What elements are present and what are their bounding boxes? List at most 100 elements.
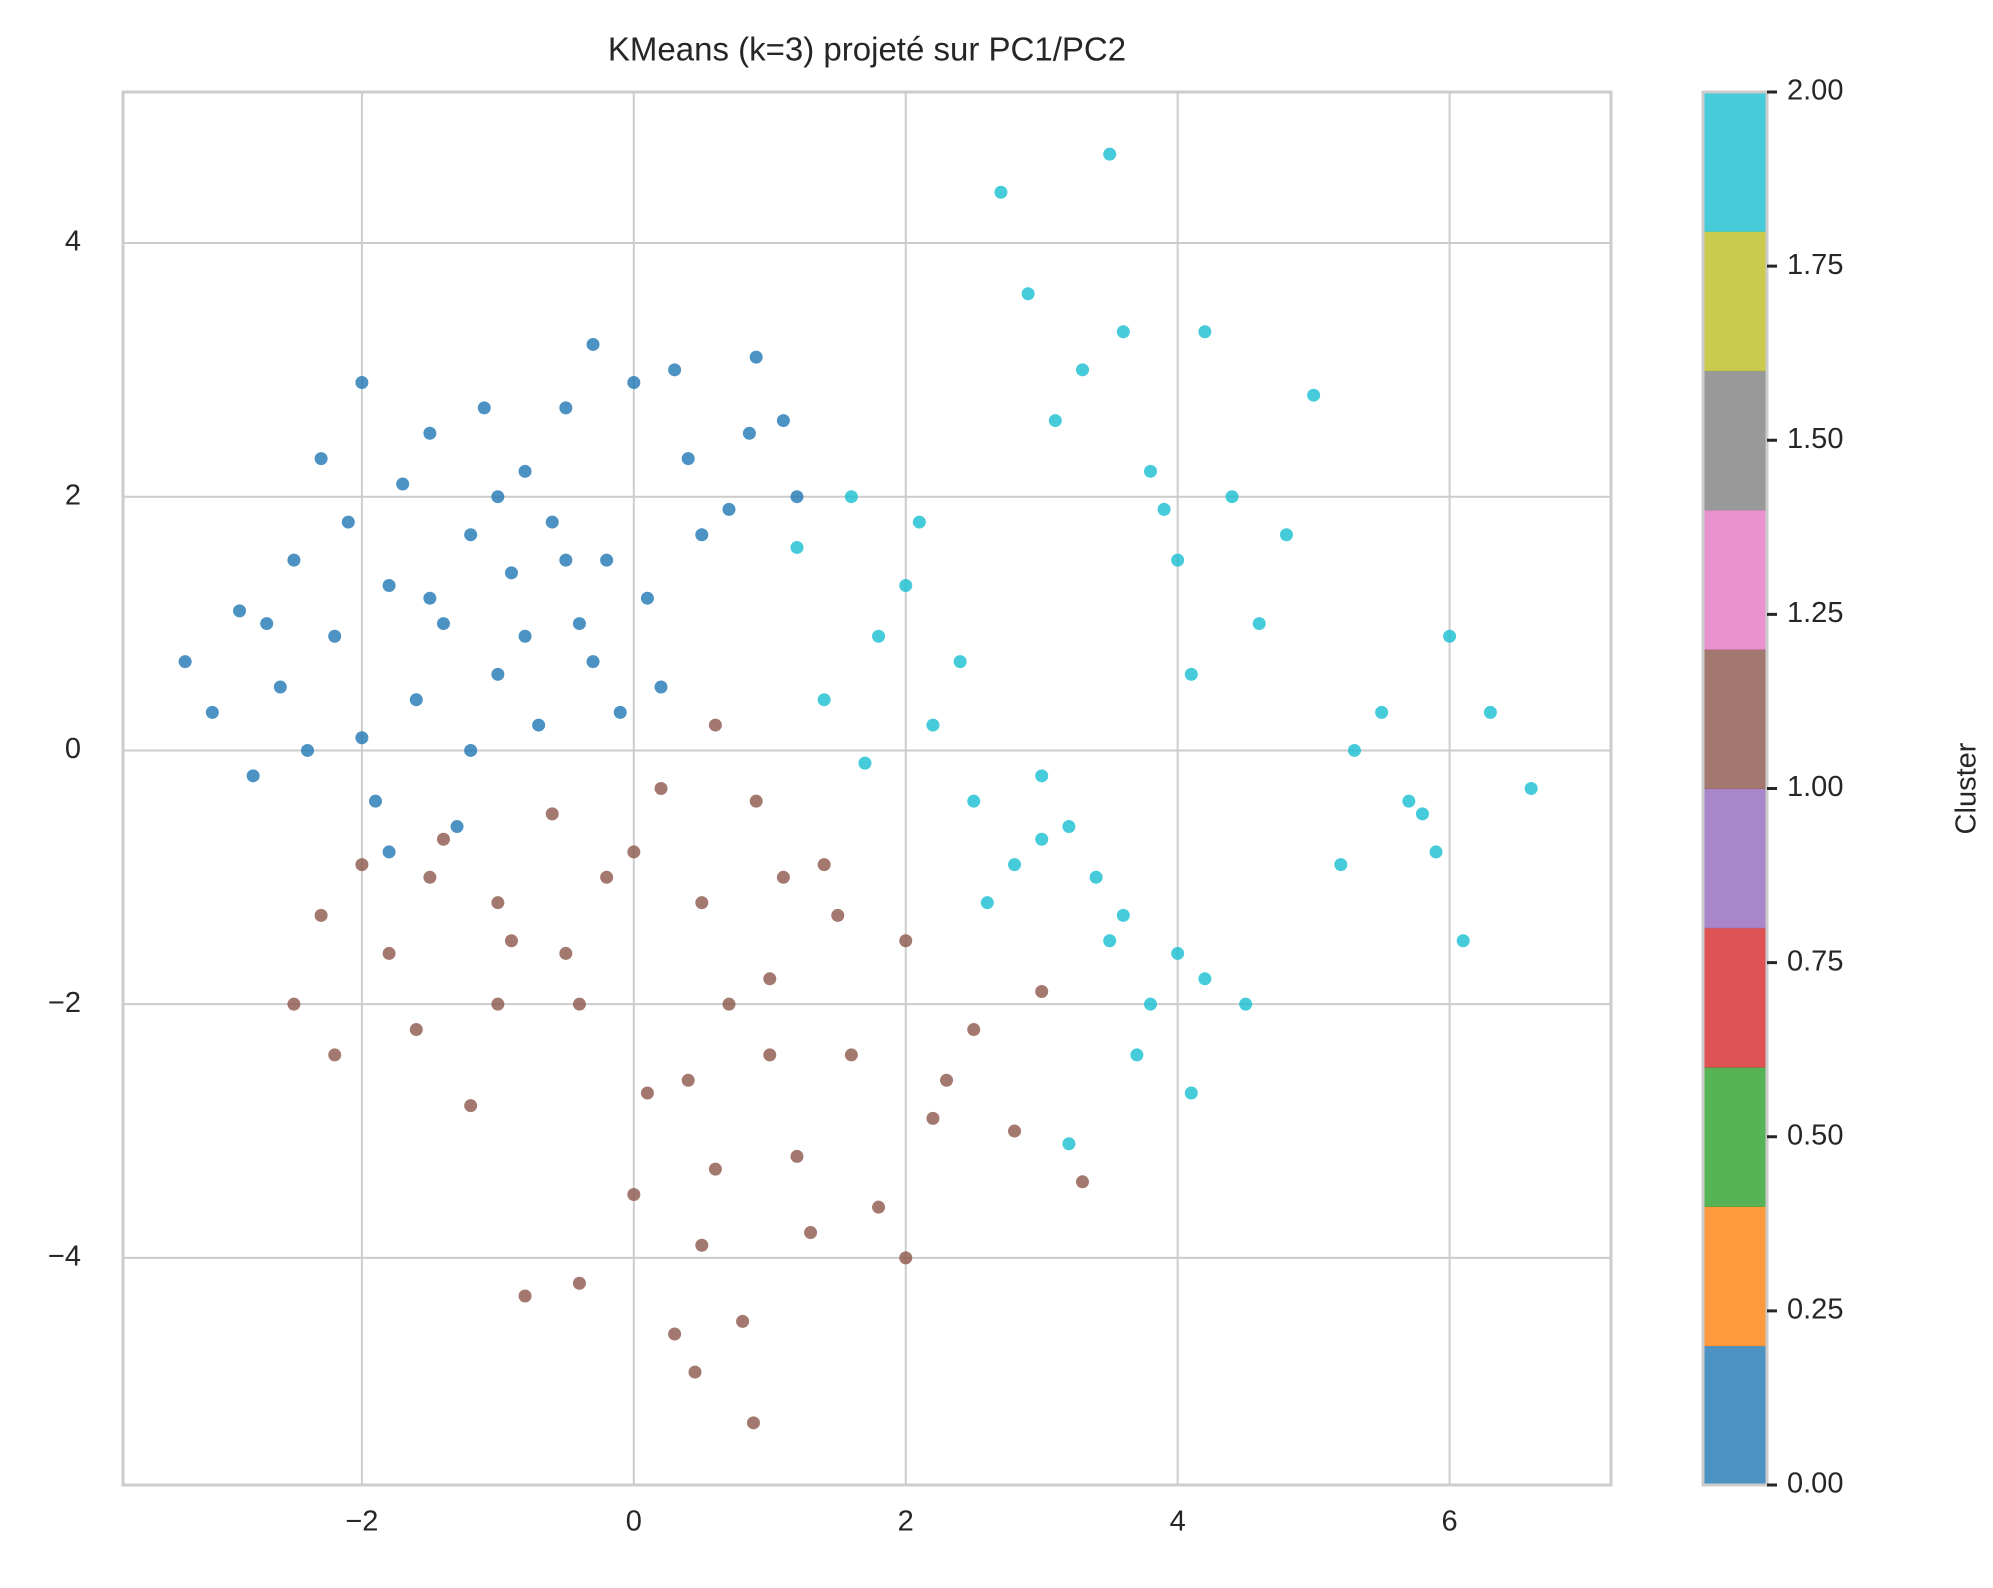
point — [790, 490, 804, 504]
point — [1062, 820, 1076, 834]
y-tick-label: −2 — [48, 987, 81, 1019]
colorbar-segment — [1703, 1067, 1767, 1207]
point — [314, 908, 328, 922]
point — [464, 1099, 478, 1113]
point — [831, 908, 845, 922]
point — [1035, 769, 1049, 783]
point — [746, 1416, 760, 1430]
point — [464, 743, 478, 757]
point — [695, 1238, 709, 1252]
x-tick-label: 0 — [626, 1506, 642, 1538]
point — [355, 376, 369, 390]
point — [423, 426, 437, 440]
point — [1334, 858, 1348, 872]
point — [504, 934, 518, 948]
point — [926, 1111, 940, 1125]
point — [994, 185, 1008, 199]
point — [1402, 794, 1416, 808]
point — [273, 680, 287, 694]
colorbar-tick-label: 1.25 — [1787, 597, 1843, 629]
colorbar-tick-label: 0.75 — [1787, 945, 1843, 977]
point — [708, 1162, 722, 1176]
point — [450, 820, 464, 834]
point — [396, 477, 410, 491]
point — [613, 705, 627, 719]
y-tick-label: −4 — [48, 1241, 81, 1273]
point — [423, 591, 437, 605]
point — [1429, 845, 1443, 859]
point — [1076, 1175, 1090, 1189]
point — [491, 896, 505, 910]
point — [1048, 414, 1062, 428]
point — [586, 655, 600, 669]
point — [436, 832, 450, 846]
point — [1076, 363, 1090, 377]
point — [627, 1187, 641, 1201]
colorbar-segment — [1703, 92, 1767, 232]
point — [1375, 705, 1389, 719]
point — [1089, 870, 1103, 884]
colorbar-tick-label: 0.50 — [1787, 1119, 1843, 1151]
point — [858, 756, 872, 770]
x-tick-label: 2 — [898, 1506, 914, 1538]
colorbar-segment — [1703, 509, 1767, 650]
point — [872, 1200, 886, 1214]
point — [926, 718, 940, 732]
point — [1143, 997, 1157, 1011]
point — [844, 490, 858, 504]
point — [1130, 1048, 1144, 1062]
point — [763, 972, 777, 986]
point — [518, 629, 532, 643]
point — [627, 376, 641, 390]
colorbar-tick-label: 2.00 — [1787, 75, 1843, 107]
point — [436, 617, 450, 631]
point — [1021, 287, 1035, 301]
x-tick-label: 6 — [1442, 1506, 1458, 1538]
point — [688, 1365, 702, 1379]
point — [1035, 832, 1049, 846]
point — [1184, 667, 1198, 681]
point — [600, 870, 614, 884]
point — [559, 553, 573, 567]
point — [341, 515, 355, 529]
point — [722, 997, 736, 1011]
point — [1143, 464, 1157, 478]
point — [491, 667, 505, 681]
point — [491, 997, 505, 1011]
chart-title: KMeans (k=3) projeté sur PC1/PC2 — [608, 31, 1126, 68]
point — [1184, 1086, 1198, 1100]
point — [382, 579, 396, 593]
point — [1008, 1124, 1022, 1138]
point — [1347, 743, 1361, 757]
point — [545, 807, 559, 821]
point — [681, 452, 695, 466]
point — [654, 782, 668, 795]
point — [328, 1048, 342, 1062]
point — [1103, 147, 1117, 161]
point — [368, 794, 382, 808]
point — [1279, 528, 1293, 542]
point — [559, 401, 573, 415]
point — [504, 566, 518, 580]
point — [233, 604, 247, 618]
point — [695, 896, 709, 910]
point — [967, 1023, 981, 1037]
point — [627, 845, 641, 859]
point — [1252, 617, 1266, 631]
colorbar-segment — [1703, 649, 1767, 789]
point — [287, 553, 301, 567]
point — [953, 655, 967, 669]
point — [1456, 934, 1470, 948]
point — [1116, 325, 1130, 339]
colorbar-segment — [1703, 788, 1767, 929]
colorbar-segment — [1703, 1206, 1767, 1347]
point — [1415, 807, 1429, 821]
colorbar-tick-label: 1.50 — [1787, 423, 1843, 455]
point — [518, 464, 532, 478]
point — [1157, 502, 1171, 516]
point — [1198, 972, 1212, 986]
point — [1225, 490, 1239, 504]
point — [1239, 997, 1253, 1011]
point — [1008, 858, 1022, 872]
